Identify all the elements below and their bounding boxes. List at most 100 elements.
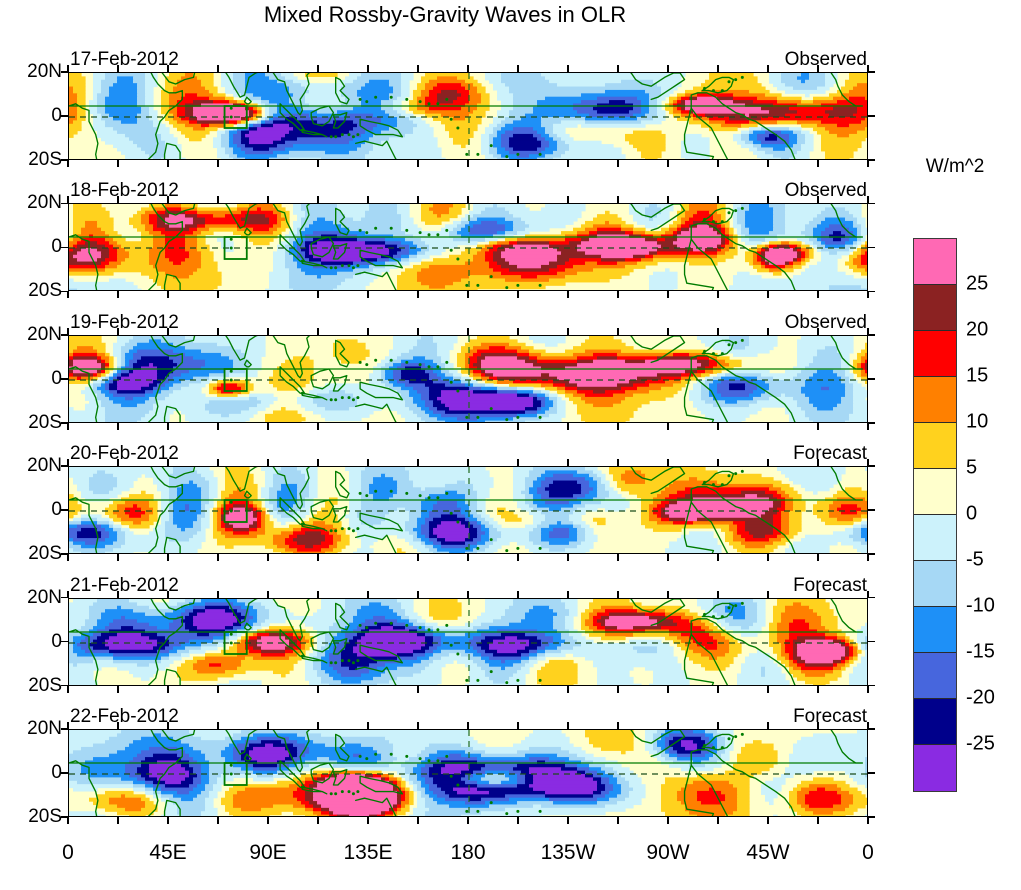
x-tick-mark <box>517 685 519 693</box>
x-tick-mark <box>217 327 219 335</box>
x-tick-mark <box>417 554 419 562</box>
x-tick-mark <box>667 817 669 824</box>
x-tick-mark <box>517 590 519 598</box>
x-tick-mark <box>317 554 319 562</box>
x-tick-mark <box>517 817 519 824</box>
x-tick-mark <box>517 554 519 562</box>
y-tick-label: 20N <box>27 192 62 214</box>
x-tick-mark <box>817 65 819 72</box>
x-tick-mark <box>717 685 719 693</box>
x-tick-mark <box>717 327 719 335</box>
x-tick-mark <box>717 554 719 562</box>
y-tick-mark <box>61 290 68 293</box>
panel-plot-area <box>68 203 868 292</box>
x-tick-mark <box>167 291 169 299</box>
x-tick-mark <box>167 817 169 824</box>
x-tick-mark <box>767 196 769 204</box>
colorbar-band <box>914 423 956 469</box>
x-tick-mark <box>717 196 719 204</box>
x-tick-mark <box>667 327 669 335</box>
map-panel-6: 22-Feb-2012 Forecast 20N 0 20S <box>27 706 875 827</box>
x-tick-mark <box>367 685 369 693</box>
colorbar-tick-label: 15 <box>966 364 989 387</box>
x-tick-mark <box>467 722 469 729</box>
y-tick-mark <box>868 772 875 774</box>
x-tick-mark <box>867 554 869 562</box>
x-tick-mark <box>317 459 319 467</box>
colorbar-tick-label: 10 <box>966 410 989 433</box>
x-tick-mark <box>517 291 519 299</box>
x-tick-mark <box>517 65 519 72</box>
x-tick-mark <box>317 590 319 598</box>
x-tick-mark <box>467 590 469 598</box>
x-tick-mark <box>367 554 369 562</box>
x-tick-mark <box>767 685 769 693</box>
x-tick-mark <box>867 422 869 430</box>
colorbar-band <box>914 699 956 745</box>
y-tick-mark <box>61 334 68 336</box>
x-tick-mark <box>717 459 719 467</box>
x-tick-mark <box>167 422 169 430</box>
x-tick-mark <box>217 160 219 167</box>
x-tick-mark <box>567 160 569 167</box>
x-tick-mark <box>367 722 369 729</box>
x-tick-mark <box>717 722 719 729</box>
x-tick-mark <box>817 196 819 204</box>
x-tick-mark <box>567 722 569 729</box>
x-tick-mark <box>117 590 119 598</box>
y-tick-mark <box>61 553 68 555</box>
x-tick-mark <box>67 160 69 167</box>
y-tick-label: 0 <box>51 236 62 258</box>
x-tick-mark <box>417 327 419 335</box>
figure-title: Mixed Rossby-Gravity Waves in OLR <box>263 2 627 27</box>
x-tick-mark <box>817 459 819 467</box>
x-tick-mark <box>517 196 519 204</box>
x-axis-label: 90E <box>249 841 287 864</box>
x-tick-mark <box>817 327 819 335</box>
x-tick-mark <box>717 590 719 598</box>
x-tick-mark <box>667 554 669 562</box>
colorbar-tick-label: 25 <box>966 272 989 295</box>
x-tick-mark <box>567 65 569 72</box>
colorbar-tick-label: -5 <box>966 548 984 571</box>
x-tick-mark <box>167 685 169 693</box>
x-tick-mark <box>267 160 269 167</box>
colorbar-ticks: 25 20 15 10 5 0 -5 -10 -15 -20 -25 <box>900 238 1021 790</box>
x-tick-mark <box>267 196 269 204</box>
x-tick-mark <box>617 327 619 335</box>
y-tick-label: 20S <box>28 806 62 827</box>
x-tick-mark <box>67 685 69 693</box>
y-tick-label: 0 <box>51 762 62 783</box>
x-tick-mark <box>667 65 669 72</box>
x-tick-mark <box>67 459 69 467</box>
x-tick-mark <box>567 327 569 335</box>
x-tick-mark <box>167 327 169 335</box>
x-tick-mark <box>667 459 669 467</box>
x-tick-mark <box>467 291 469 299</box>
x-tick-mark <box>867 685 869 693</box>
y-tick-mark <box>61 377 68 380</box>
x-tick-mark <box>117 685 119 693</box>
x-tick-mark <box>867 160 869 167</box>
x-tick-mark <box>517 160 519 167</box>
x-tick-mark <box>417 160 419 167</box>
x-tick-mark <box>417 590 419 598</box>
x-tick-mark <box>567 685 569 693</box>
x-tick-mark <box>217 422 219 430</box>
x-tick-mark <box>867 196 869 204</box>
x-tick-mark <box>167 459 169 467</box>
x-tick-mark <box>617 65 619 72</box>
x-axis-label: 180 <box>450 841 486 864</box>
y-tick-mark <box>868 596 875 599</box>
x-tick-mark <box>667 590 669 598</box>
colorbar-tick-label: -15 <box>966 640 995 663</box>
colorbar-band <box>914 653 956 699</box>
y-tick-mark <box>61 115 68 117</box>
map-panel-4: 20-Feb-2012 Forecast 20N 0 20S <box>27 443 875 564</box>
x-axis-label: 0 <box>862 841 874 864</box>
x-tick-mark <box>467 65 469 72</box>
y-tick-mark <box>61 71 68 73</box>
panel-plot-area <box>68 466 868 555</box>
x-tick-mark <box>367 65 369 72</box>
y-tick-mark <box>61 684 68 687</box>
